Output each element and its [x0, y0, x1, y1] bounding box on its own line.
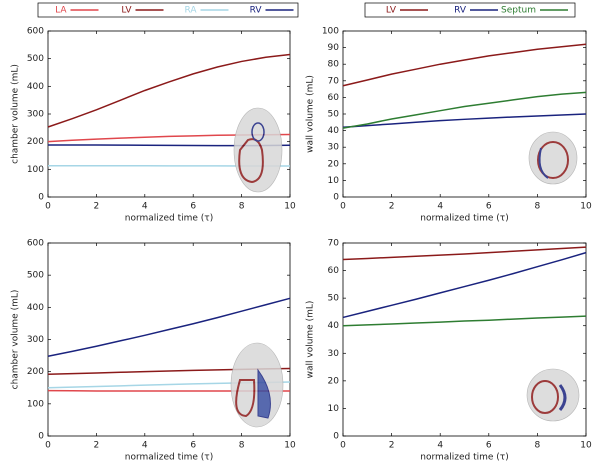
y-tick-label: 0 — [333, 432, 339, 442]
y-tick-label: 80 — [328, 60, 340, 70]
axes: 0 10 20 30 40 50 60 70 0 2 4 6 8 10 normalized time (τ… — [306, 239, 592, 462]
data-line — [342, 315, 587, 327]
y-tick-label: 500 — [27, 271, 44, 281]
x-tick-label: 4 — [142, 202, 148, 212]
y-tick-label: 90 — [328, 43, 340, 53]
x-tick-label: 0 — [340, 202, 346, 212]
y-axis-label: wall volume (mL) — [306, 301, 316, 379]
legend-frame — [37, 2, 299, 18]
data-line — [342, 91, 587, 129]
x-tick-label: 4 — [437, 441, 443, 451]
y-tick-label: 30 — [328, 349, 340, 359]
y-axis-label: chamber volume (mL) — [11, 64, 21, 164]
y-tick-label: 600 — [27, 239, 44, 249]
x-axis-label: normalized time (τ) — [125, 453, 214, 462]
legend: LA LV RA RV — [37, 2, 299, 18]
y-tick-label: 50 — [328, 110, 340, 120]
y-tick-label: 10 — [328, 176, 340, 186]
legend: LV RV Septum — [364, 2, 576, 18]
data-line — [47, 53, 291, 128]
y-tick-label: 100 — [27, 399, 44, 409]
data-line — [342, 113, 587, 129]
y-axis-label: chamber volume (mL) — [11, 290, 21, 390]
x-tick-label: 10 — [580, 441, 592, 451]
y-tick-label: 20 — [328, 159, 340, 169]
x-tick-label: 0 — [340, 441, 346, 451]
heart-illustration — [233, 107, 283, 193]
y-tick-label: 20 — [328, 376, 340, 386]
x-tick-label: 2 — [389, 202, 395, 212]
y-tick-label: 40 — [328, 126, 340, 136]
y-tick-label: 500 — [27, 54, 44, 64]
x-tick-label: 6 — [190, 202, 196, 212]
y-tick-label: 0 — [38, 432, 44, 442]
x-tick-label: 2 — [94, 441, 100, 451]
x-tick-label: 8 — [239, 441, 245, 451]
axes: 0 100 200 300 400 500 600 0 2 4 6 8 10 normalized tim… — [11, 27, 296, 224]
legend-label: RV — [250, 6, 263, 16]
x-tick-label: 2 — [389, 441, 395, 451]
legend-label: LA — [55, 6, 67, 16]
x-tick-label: 6 — [190, 441, 196, 451]
y-tick-label: 70 — [328, 239, 340, 249]
y-tick-label: 70 — [328, 76, 340, 86]
heart-illustration — [526, 368, 580, 422]
legend-label: Septum — [501, 6, 536, 16]
y-tick-label: 60 — [328, 93, 340, 103]
y-tick-label: 60 — [328, 266, 340, 276]
x-tick-label: 8 — [535, 202, 541, 212]
axes: 0 100 200 300 400 500 600 0 2 4 6 8 10 normalized tim… — [11, 239, 296, 462]
x-tick-label: 0 — [45, 441, 51, 451]
data-line — [342, 251, 587, 319]
data-line — [47, 297, 291, 357]
heart-illustration — [230, 342, 284, 428]
x-tick-label: 10 — [580, 202, 592, 212]
y-tick-label: 30 — [328, 143, 340, 153]
x-tick-label: 6 — [486, 441, 492, 451]
legend-label: LV — [121, 6, 132, 16]
y-axis-label: wall volume (mL) — [306, 75, 316, 153]
data-line — [342, 43, 587, 87]
y-tick-label: 400 — [27, 303, 44, 313]
y-tick-label: 10 — [328, 404, 340, 414]
legend-label: RV — [454, 6, 467, 16]
x-tick-label: 4 — [142, 441, 148, 451]
x-axis-label: normalized time (τ) — [420, 214, 509, 224]
x-axis-label: normalized time (τ) — [420, 453, 509, 462]
plot-frame — [342, 242, 587, 437]
axes: 0 10 20 30 40 50 60 70 80 90 100 0 2 4 6 8 10 normalized … — [306, 27, 592, 224]
y-tick-label: 400 — [27, 82, 44, 92]
heart-illustration — [528, 131, 578, 185]
y-tick-label: 100 — [27, 165, 44, 175]
y-tick-label: 100 — [322, 27, 339, 37]
x-tick-label: 4 — [437, 202, 443, 212]
y-tick-label: 0 — [333, 193, 339, 203]
data-line — [342, 246, 587, 261]
x-tick-label: 8 — [535, 441, 541, 451]
legend-label: LV — [386, 6, 397, 16]
x-tick-label: 10 — [284, 441, 296, 451]
x-tick-label: 0 — [45, 202, 51, 212]
y-tick-label: 300 — [27, 110, 44, 120]
y-tick-label: 50 — [328, 294, 340, 304]
y-tick-label: 40 — [328, 321, 340, 331]
legend-label: RA — [184, 6, 197, 16]
x-axis-label: normalized time (τ) — [125, 214, 214, 224]
x-tick-label: 2 — [94, 202, 100, 212]
y-tick-label: 600 — [27, 27, 44, 37]
y-tick-label: 200 — [27, 137, 44, 147]
y-tick-label: 0 — [38, 193, 44, 203]
x-tick-label: 8 — [239, 202, 245, 212]
y-tick-label: 200 — [27, 367, 44, 377]
x-tick-label: 10 — [284, 202, 296, 212]
x-tick-label: 6 — [486, 202, 492, 212]
y-tick-label: 300 — [27, 335, 44, 345]
